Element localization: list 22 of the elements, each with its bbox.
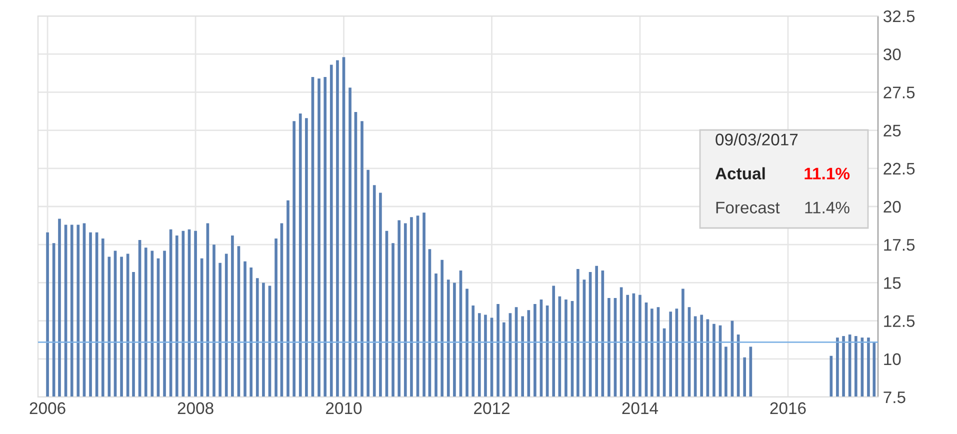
y-tick-label: 7.5 <box>884 392 906 404</box>
annotation: 11.4% <box>805 202 850 214</box>
y-tick-label: 32.5 <box>883 10 915 22</box>
y-tick-label: 27.5 <box>884 86 915 98</box>
y-tick-label: 22.5 <box>884 162 915 175</box>
y-tick-label: 17.5 <box>884 239 915 251</box>
annotation: Actual <box>715 167 765 180</box>
x-tick-label: 2006 <box>30 402 66 414</box>
y-tick-label: 12.5 <box>884 315 915 328</box>
y-tick-label: 15 <box>884 277 901 289</box>
x-tick-label: 2012 <box>474 402 510 414</box>
y-tick-label: 20 <box>884 200 901 213</box>
annotation: 11.1% <box>804 168 850 180</box>
x-tick-label: 2016 <box>770 402 806 414</box>
y-tick-label: 10 <box>884 353 901 366</box>
y-tick-label: 25 <box>884 124 901 137</box>
x-tick-label: 2014 <box>622 402 658 414</box>
x-tick-label: 2010 <box>326 402 362 414</box>
y-tick-label: 30 <box>883 48 901 60</box>
x-tick-label: 2008 <box>178 402 214 414</box>
annotation: Forecast <box>716 202 780 214</box>
annotation: 09/03/2017 <box>716 133 798 146</box>
